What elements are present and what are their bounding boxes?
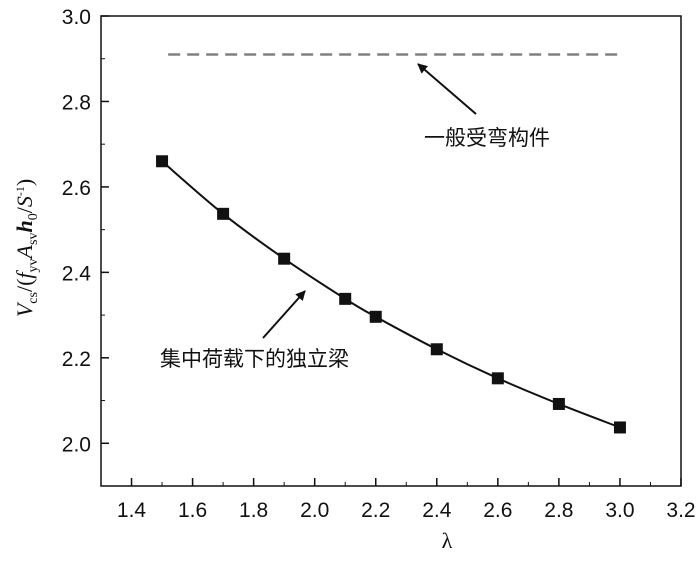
x-tick-label: 1.8: [239, 499, 268, 522]
y-axis-title: Vcs/(fyvAsvh0/S-1): [12, 179, 41, 317]
x-tick-label: 3.2: [666, 499, 695, 522]
x-tick-label: 2.8: [544, 499, 573, 522]
annotation-concentrated-load-beam: 集中荷载下的独立梁: [160, 347, 349, 371]
x-tick-labels: 1.4 1.6 1.8 2.0 2.2 2.4 2.6 2.8 3.0 3.2: [117, 499, 696, 522]
data-point-marker: [491, 372, 504, 385]
x-tick-label: 2.4: [422, 499, 452, 522]
x-tick-label: 2.2: [361, 499, 390, 522]
y-tick-label: 2.6: [62, 177, 91, 200]
y-tick-labels: 2.0 2.2 2.4 2.6 2.8 3.0: [62, 6, 92, 456]
x-tick-label: 3.0: [605, 499, 634, 522]
data-point-marker: [156, 155, 169, 168]
x-axis-title: λ: [442, 528, 453, 553]
y-tick-label: 2.4: [62, 262, 92, 285]
plot-frame: [100, 15, 682, 487]
data-point-marker: [217, 207, 230, 220]
annotation-general-member-arrow: [417, 63, 477, 115]
x-tick-label: 1.4: [117, 499, 147, 522]
annotation-general-member: 一般受弯构件: [424, 126, 550, 150]
data-point-marker: [613, 421, 626, 434]
y-tick-label: 2.0: [62, 433, 91, 456]
y-tick-label: 2.2: [62, 348, 91, 371]
data-point-marker: [430, 343, 443, 356]
series-layer: [156, 53, 626, 434]
annotation-concentrated-load-beam-arrow: [262, 290, 306, 339]
data-point-marker: [369, 310, 382, 323]
x-tick-label: 2.0: [300, 499, 329, 522]
x-tick-label: 2.6: [483, 499, 512, 522]
data-point-marker: [552, 397, 565, 410]
series-0-line: [161, 160, 621, 429]
y-tick-label: 3.0: [62, 6, 91, 29]
x-tick-label: 1.6: [178, 499, 207, 522]
y-tick-label: 2.8: [62, 91, 91, 114]
data-point-marker: [278, 252, 291, 265]
axis-ticks: [100, 15, 682, 487]
data-point-marker: [339, 292, 352, 305]
